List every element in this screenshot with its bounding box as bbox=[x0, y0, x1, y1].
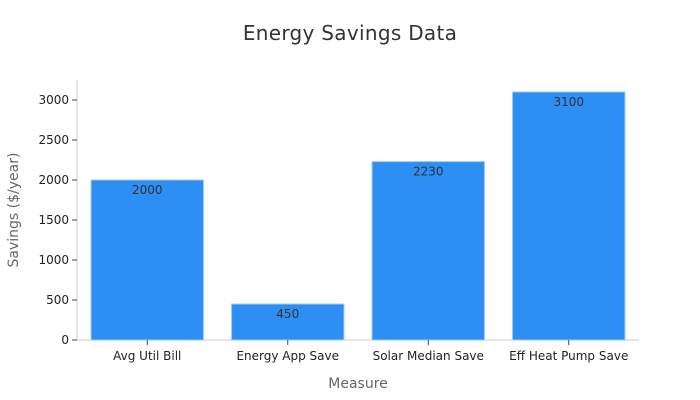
x-tick-label: Eff Heat Pump Save bbox=[509, 349, 628, 363]
bar-data-label: 2000 bbox=[132, 183, 163, 197]
plot-area: 0 500 1000 1500 2000 2500 3000 2000 Avg Util Bil… bbox=[38, 80, 639, 363]
y-tick-label: 0 bbox=[61, 333, 69, 347]
chart-title: Energy Savings Data bbox=[243, 21, 457, 45]
y-axis-label: Savings ($/year) bbox=[6, 153, 22, 268]
y-tick-label: 1000 bbox=[38, 253, 69, 267]
bar-data-label: 450 bbox=[276, 307, 299, 321]
y-tick-label: 2000 bbox=[38, 173, 69, 187]
y-tick-label: 2500 bbox=[38, 133, 69, 147]
y-tick-label: 1500 bbox=[38, 213, 69, 227]
bar bbox=[231, 303, 345, 341]
x-tick-label: Energy App Save bbox=[236, 349, 339, 363]
bar bbox=[90, 179, 204, 341]
bar bbox=[512, 91, 626, 341]
y-tick-label: 500 bbox=[46, 293, 69, 307]
x-tick-label: Avg Util Bill bbox=[113, 349, 181, 363]
bar-data-label: 2230 bbox=[413, 165, 444, 179]
x-tick-label: Solar Median Save bbox=[373, 349, 484, 363]
y-tick-label: 3000 bbox=[38, 93, 69, 107]
x-axis-label: Measure bbox=[328, 376, 388, 392]
bar bbox=[371, 161, 485, 341]
bar-data-label: 3100 bbox=[553, 95, 584, 109]
